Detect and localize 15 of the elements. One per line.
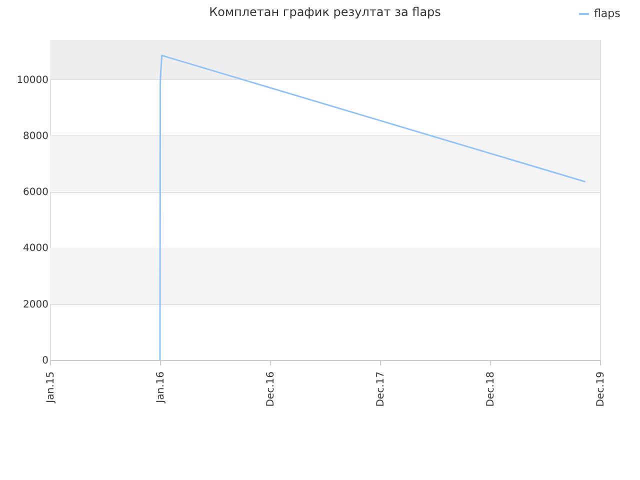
chart-title: Комплетан график резултат за flaps [209, 5, 441, 19]
y-tick-label: 10000 [16, 74, 48, 86]
y-tick-label: 6000 [23, 187, 48, 198]
y-tick-label: 0 [42, 356, 48, 366]
x-tick-label: Jan.15 [46, 372, 56, 404]
x-tick-label: Dec.16 [266, 372, 276, 407]
line-series [159, 54, 586, 360]
x-tick-label: Dec.17 [376, 372, 386, 407]
x-tick-label: Jan.16 [156, 372, 166, 404]
y-tick-label: 4000 [23, 243, 48, 254]
y-tick-label: 2000 [23, 299, 48, 310]
x-tick-label: Dec.18 [486, 372, 496, 407]
y-tick-label: 8000 [23, 130, 48, 142]
legend-label: flaps [594, 7, 621, 20]
x-tick-label: Dec.19 [596, 372, 606, 407]
